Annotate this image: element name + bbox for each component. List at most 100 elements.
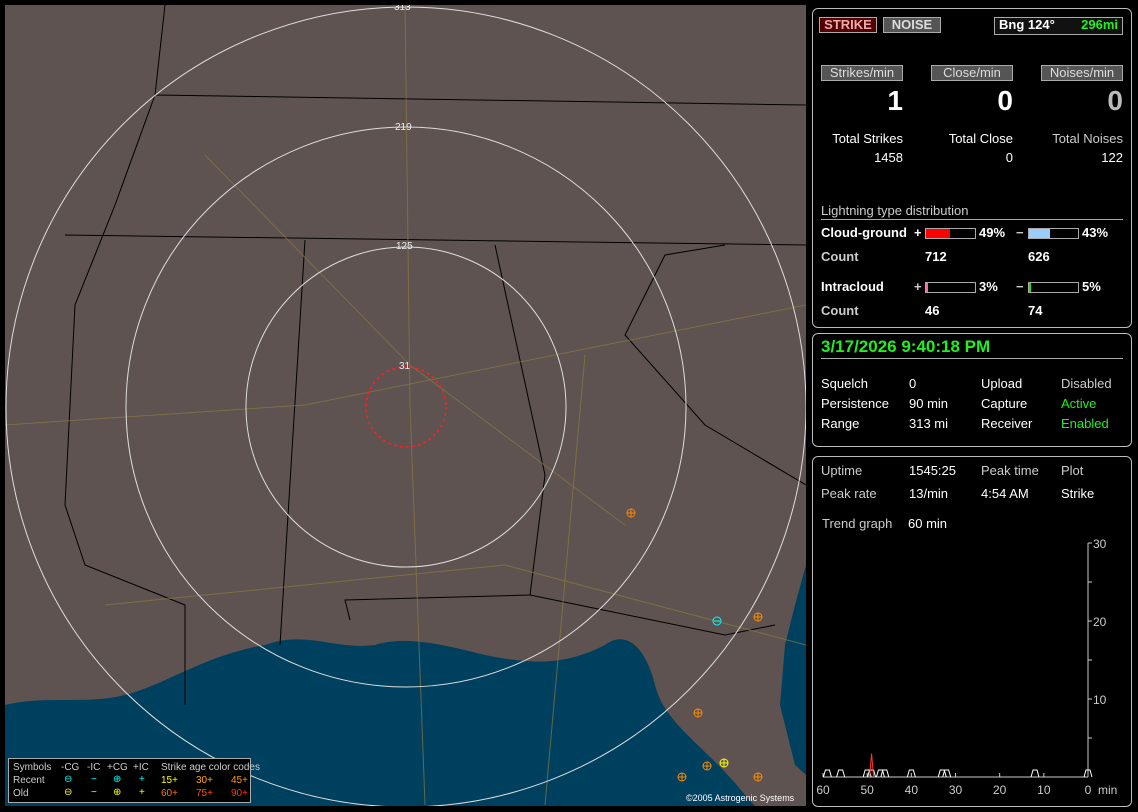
ic-positive-bar bbox=[925, 282, 976, 293]
cg-negative-count: 626 bbox=[1028, 249, 1050, 264]
trend-peak bbox=[869, 753, 875, 778]
status-label: Receiver bbox=[981, 416, 1033, 431]
noises-per-min-value: 0 bbox=[1107, 85, 1123, 116]
cg-negative-pct: 43% bbox=[1082, 225, 1109, 240]
plus-sign: + bbox=[914, 279, 922, 294]
cg-count-label: Count bbox=[821, 249, 859, 264]
status-label: Range bbox=[821, 416, 860, 431]
neg-cg-old-icon: ⊖ bbox=[64, 787, 73, 798]
legend-pos-ic: +IC bbox=[133, 762, 149, 773]
close-range-ring bbox=[365, 366, 447, 448]
trend-graph-label: Trend graph bbox=[822, 516, 893, 531]
trend-bar bbox=[906, 769, 916, 778]
age-75: 75+ bbox=[196, 788, 213, 799]
y-tick-label: 20 bbox=[1093, 615, 1107, 629]
trend-bar bbox=[867, 769, 877, 778]
age-60: 60+ bbox=[161, 788, 178, 799]
range-label-313: 313 bbox=[394, 5, 411, 13]
close-per-min-button[interactable]: Close/min bbox=[931, 65, 1013, 81]
noises-per-min-button[interactable]: Noises/min bbox=[1041, 65, 1123, 81]
legend-old: Old bbox=[13, 788, 29, 799]
x-tick-label: 40 bbox=[905, 783, 919, 797]
state-borders bbox=[64, 5, 806, 705]
uptime-value: 1545:25 bbox=[909, 463, 956, 478]
trend-bar bbox=[937, 769, 947, 778]
strike-map[interactable]: 313 219 125 31 bbox=[5, 5, 806, 806]
range-label-125: 125 bbox=[396, 241, 413, 252]
neg-cg-recent-icon: ⊖ bbox=[64, 774, 73, 785]
ic-positive-count: 46 bbox=[925, 303, 940, 318]
neg-ic-old-icon: − bbox=[91, 787, 97, 798]
age-90: 90+ bbox=[231, 788, 248, 799]
peak-time-value: 4:54 AM bbox=[981, 486, 1029, 501]
minus-sign: − bbox=[1016, 279, 1024, 294]
x-unit-label: min bbox=[1098, 783, 1117, 797]
peak-rate-value: 13/min bbox=[909, 486, 949, 501]
uptime-label: Uptime bbox=[821, 463, 863, 478]
intracloud-label: Intracloud bbox=[821, 279, 884, 294]
x-tick-label: 50 bbox=[860, 783, 874, 797]
plus-sign: + bbox=[914, 225, 922, 240]
cg-positive-count: 712 bbox=[925, 249, 947, 264]
status-panel: 3/17/2026 9:40:18 PM Squelch 0 Upload Disab… bbox=[812, 333, 1132, 447]
status-label: Squelch bbox=[821, 376, 868, 391]
minus-sign: − bbox=[1016, 225, 1024, 240]
distance-value: 296mi bbox=[1081, 17, 1118, 32]
strike-markers bbox=[626, 508, 763, 782]
ic-count-label: Count bbox=[821, 303, 859, 318]
y-tick-label: 10 bbox=[1093, 693, 1107, 707]
distribution-title: Lightning type distribution bbox=[821, 203, 1123, 220]
trend-bar bbox=[1030, 769, 1040, 778]
status-label: Persistence bbox=[821, 396, 889, 411]
range-label-219: 219 bbox=[395, 122, 412, 133]
x-tick-label: 60 bbox=[816, 783, 830, 797]
legend-recent: Recent bbox=[13, 775, 45, 786]
bearing-value: Bng 124° bbox=[999, 17, 1055, 32]
strikes-per-min-button[interactable]: Strikes/min bbox=[821, 65, 903, 81]
total-noises-value: 122 bbox=[1101, 150, 1123, 165]
cg-positive-pct: 49% bbox=[979, 225, 1006, 240]
status-label: Upload bbox=[981, 376, 1023, 391]
total-noises-label: Total Noises bbox=[1052, 131, 1123, 146]
pos-cg-recent-icon: ⊕ bbox=[113, 774, 122, 785]
ic-positive-pct: 3% bbox=[979, 279, 998, 294]
status-value: Enabled bbox=[1061, 416, 1109, 431]
ic-negative-pct: 5% bbox=[1082, 279, 1101, 294]
y-tick-label: 30 bbox=[1093, 537, 1107, 551]
strike-button[interactable]: STRIKE bbox=[819, 17, 877, 33]
plot-value[interactable]: Strike bbox=[1061, 486, 1095, 501]
pos-ic-recent-icon: + bbox=[139, 774, 145, 785]
legend-symbols-label: Symbols bbox=[13, 762, 52, 773]
legend-age-title: Strike age color codes bbox=[161, 762, 260, 773]
status-value: 0 bbox=[909, 376, 917, 391]
status-label: Capture bbox=[981, 396, 1028, 411]
trend-bar bbox=[942, 769, 952, 778]
x-tick-label: 10 bbox=[1037, 783, 1051, 797]
age-15: 15+ bbox=[161, 775, 178, 786]
strikes-per-min-value: 1 bbox=[887, 85, 903, 116]
total-strikes-value: 1458 bbox=[874, 150, 903, 165]
trend-bar bbox=[875, 769, 885, 778]
total-close-value: 0 bbox=[1005, 150, 1013, 165]
pos-ic-old-icon: + bbox=[139, 787, 145, 798]
x-tick-label: 20 bbox=[993, 783, 1007, 797]
neg-ic-recent-icon: − bbox=[91, 774, 97, 785]
close-per-min-value: 0 bbox=[997, 85, 1013, 116]
trend-graph-value[interactable]: 60 min bbox=[908, 516, 948, 531]
trend-bar bbox=[1083, 769, 1093, 778]
datetime: 3/17/2026 9:40:18 PM bbox=[821, 337, 1123, 359]
highways bbox=[5, 5, 806, 806]
legend-pos-cg: +CG bbox=[107, 762, 128, 773]
total-strikes-label: Total Strikes bbox=[832, 131, 903, 146]
atlantic-water bbox=[780, 565, 806, 775]
counts-panel: STRIKE NOISE Bng 124° 296mi Strikes/min … bbox=[812, 8, 1132, 328]
noise-button[interactable]: NOISE bbox=[883, 17, 941, 33]
pos-cg-old-icon: ⊕ bbox=[113, 787, 122, 798]
bearing-readout: Bng 124° 296mi bbox=[994, 17, 1123, 35]
total-close-label: Total Close bbox=[948, 131, 1013, 146]
trend-bar bbox=[822, 769, 832, 778]
peak-time-label: Peak time bbox=[981, 463, 1039, 478]
status-value: 313 mi bbox=[909, 416, 949, 431]
status-value: Active bbox=[1061, 396, 1097, 411]
status-value: 90 min bbox=[909, 396, 949, 411]
